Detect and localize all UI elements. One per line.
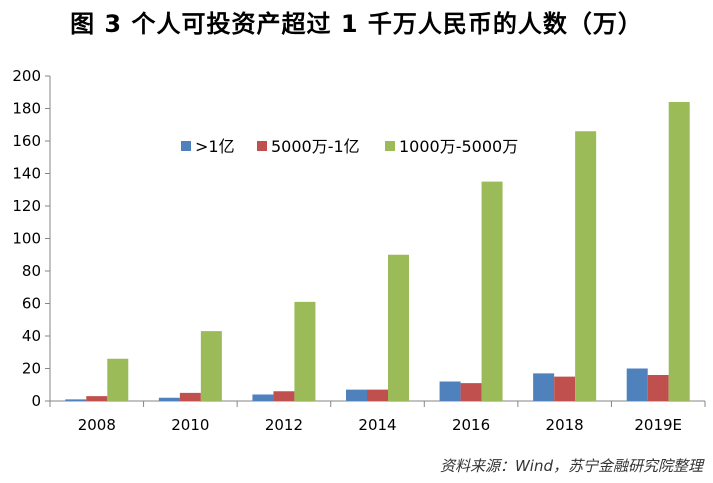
x-tick-label: 2008 <box>78 416 116 434</box>
y-tick-label: 80 <box>22 262 41 280</box>
x-tick-label: 2018 <box>546 416 584 434</box>
y-tick-label: 60 <box>22 295 41 313</box>
bar <box>575 131 597 401</box>
bar <box>439 381 461 401</box>
y-tick-label: 0 <box>31 392 41 410</box>
legend: >1亿 5000万-1亿 1000万-5000万 <box>181 137 518 156</box>
x-tick-label: 2019E <box>634 416 682 434</box>
bar <box>273 391 295 401</box>
y-tick-label: 120 <box>12 197 41 215</box>
y-tick-label: 40 <box>22 327 41 345</box>
x-tick-label: 2012 <box>265 416 303 434</box>
bars <box>65 102 690 401</box>
bar <box>200 331 222 401</box>
bar <box>107 358 129 401</box>
x-tick-label: 2010 <box>171 416 209 434</box>
bar <box>388 254 409 401</box>
y-tick-label: 140 <box>12 165 41 183</box>
bar <box>554 376 576 401</box>
x-axis: 2008 2010 2012 2014 2016 2018 2019E <box>49 400 706 434</box>
x-tick-label: 2016 <box>452 416 490 434</box>
bar <box>252 394 274 401</box>
y-tick-label: 160 <box>12 132 41 150</box>
bar <box>86 396 108 401</box>
bar <box>668 102 690 401</box>
source-note: 资料来源：Wind，苏宁金融研究院整理 <box>439 457 703 475</box>
x-tick-label: 2014 <box>358 416 396 434</box>
y-tick-label: 200 <box>12 67 41 85</box>
bar <box>158 397 180 401</box>
bar <box>533 373 555 401</box>
y-tick-label: 100 <box>12 230 41 248</box>
bar <box>294 301 316 401</box>
chart-title: 图 3 个人可投资产超过 1 千万人民币的人数（万） <box>70 10 643 38</box>
y-tick-label: 20 <box>22 360 41 378</box>
bar <box>626 368 648 401</box>
legend-swatch <box>257 141 267 151</box>
bar <box>481 181 503 401</box>
bar <box>460 383 482 401</box>
y-tick-label: 180 <box>12 100 41 118</box>
bar <box>65 399 87 401</box>
y-axis: 0 20 40 60 80 100 120 140 160 180 200 <box>12 67 51 410</box>
bar <box>179 392 201 401</box>
legend-label: >1亿 <box>195 137 235 156</box>
legend-label: 1000万-5000万 <box>399 137 518 156</box>
bar <box>346 389 367 401</box>
legend-label: 5000万-1亿 <box>271 137 360 156</box>
legend-swatch <box>385 141 395 151</box>
bar <box>647 375 669 401</box>
bar <box>367 389 388 401</box>
legend-swatch <box>181 141 191 151</box>
